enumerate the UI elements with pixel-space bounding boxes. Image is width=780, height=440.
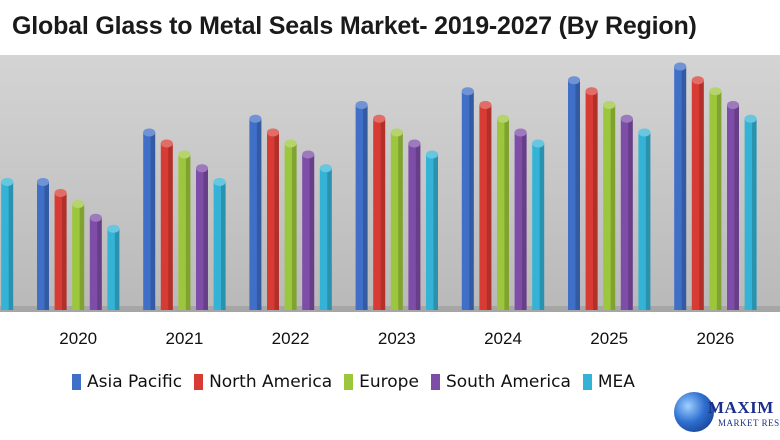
bar-europe-2022 — [284, 139, 297, 310]
legend-swatch-europe — [344, 374, 354, 390]
legend-swatch-south-america — [430, 374, 440, 390]
bar-north-america-2026 — [691, 76, 704, 310]
bar-north-america-2020 — [54, 189, 67, 310]
legend-label-mea: MEA — [597, 372, 635, 392]
bar-north-america-2023 — [373, 114, 386, 310]
bar-europe-2023 — [390, 128, 403, 310]
bar-south-america-2020 — [89, 213, 102, 310]
legend-swatch-asia-pacific — [72, 374, 81, 390]
bar-north-america-2022 — [267, 128, 279, 310]
bar-mea-2023 — [426, 150, 438, 310]
bar-europe-2025 — [603, 101, 616, 310]
legend-item-mea: MEA — [582, 372, 635, 392]
plot-floor — [0, 306, 780, 312]
bar-chart: 2020 2021 2022 2023 2024 2025 2026 — [0, 55, 780, 348]
legend-label-north-america: North America — [209, 372, 333, 392]
legend-item-europe: Europe — [344, 372, 419, 392]
legend: Asia Pacific North America Europe South Ame… — [72, 372, 647, 392]
bar-mea-2021 — [213, 178, 226, 310]
bar-europe-2020 — [72, 200, 85, 310]
bar-asia-pacific-2024 — [461, 87, 474, 310]
bar-asia-pacific-2023 — [355, 101, 368, 310]
legend-item-north-america: North America — [194, 372, 332, 392]
bar-north-america-2024 — [479, 101, 492, 310]
x-tick-2021: 2021 — [165, 329, 203, 348]
bar-europe-2024 — [497, 114, 509, 310]
bar-mea-2025 — [638, 128, 651, 310]
x-tick-2022: 2022 — [272, 329, 310, 348]
legend-label-asia-pacific: Asia Pacific — [87, 372, 183, 392]
bar-mea-2022 — [319, 164, 332, 310]
bar-asia-pacific-2022 — [249, 114, 262, 310]
company-logo: MAXIM MARKET RESE — [668, 384, 780, 440]
bar-asia-pacific-2020 — [37, 178, 49, 310]
chart-title: Global Glass to Metal Seals Market- 2019… — [12, 12, 697, 40]
x-axis-tick-labels: 2020 2021 2022 2023 2024 2025 2026 — [59, 329, 734, 348]
bar-mea-2026 — [744, 114, 757, 310]
bar-asia-pacific-2026 — [674, 62, 687, 310]
logo-name: MAXIM — [708, 398, 774, 417]
bar-south-america-2022 — [302, 150, 315, 310]
bar-asia-pacific-2025 — [568, 76, 580, 310]
bar-north-america-2021 — [160, 139, 173, 310]
globe-icon — [674, 392, 714, 432]
bar-asia-pacific-2021 — [143, 128, 156, 310]
bar-south-america-2023 — [408, 139, 421, 310]
bar-europe-2026 — [709, 87, 722, 310]
bar-mea-2020 — [107, 224, 120, 310]
bar-north-america-2025 — [585, 87, 598, 310]
x-tick-2025: 2025 — [590, 329, 628, 348]
x-tick-2023: 2023 — [378, 329, 416, 348]
x-tick-2020: 2020 — [59, 329, 97, 348]
bar-south-america-2024 — [514, 128, 527, 310]
bar-mea-2024 — [532, 139, 545, 310]
legend-item-south-america: South America — [430, 372, 571, 392]
legend-item-asia-pacific: Asia Pacific — [72, 372, 182, 392]
legend-label-europe: Europe — [359, 372, 419, 392]
logo-subtitle: MARKET RESE — [718, 418, 780, 428]
legend-label-south-america: South America — [445, 372, 571, 392]
bars-group — [1, 62, 757, 310]
bar-south-america-2025 — [620, 114, 633, 310]
legend-swatch-mea — [582, 374, 592, 390]
bar-europe-2021 — [178, 150, 191, 310]
legend-swatch-north-america — [194, 374, 204, 390]
x-tick-2024: 2024 — [484, 329, 522, 348]
x-tick-2026: 2026 — [696, 329, 734, 348]
bar-mea-2019 — [1, 178, 14, 310]
bar-south-america-2021 — [196, 164, 208, 310]
bar-south-america-2026 — [727, 101, 739, 310]
